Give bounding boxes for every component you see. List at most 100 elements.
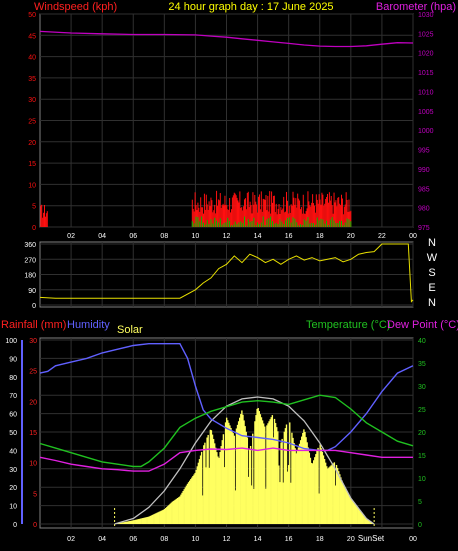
time-tick-label: 08 [160,233,168,240]
time-tick-label: 00 [409,233,417,240]
temperature-tick-label: 20 [418,430,426,437]
chart-title: 24 hour graph day : 17 June 2025 [168,1,333,13]
rainfall-tick-label: 0 [33,522,37,529]
temperature-tick-label: 25 [418,407,426,414]
barometer-tick-label: 1005 [418,109,434,116]
compass-label: S [428,267,435,279]
time-tick-label: 12 [223,536,231,543]
time-tick-label: 16 [285,536,293,543]
temperature-line [39,394,414,468]
windspeed-tick-label: 45 [28,33,36,40]
barometer-tick-label: 990 [418,167,430,174]
compass-label: N [428,297,436,309]
time-tick-label: 20 [347,536,355,543]
time-tick-label: 02 [67,536,75,543]
panel-grid [40,242,414,307]
barometer-tick-label: 1030 [418,12,434,19]
time-tick-label: 06 [129,536,137,543]
humidity-tick-label: 30 [9,467,17,474]
windspeed-tick-label: 0 [32,225,36,232]
time-tick-label: 18 [316,536,324,543]
barometer-tick-label: 980 [418,206,430,213]
windspeed-tick-label: 40 [28,55,36,62]
time-tick-label: 16 [285,233,293,240]
barometer-axis-ticks: 975 980 985 990 995 1000 1005 1010 1015 1020 1025 1… [418,12,434,232]
windspeed-tick-label: 20 [28,140,36,147]
humidity-tick-label: 90 [9,356,17,363]
time-tick-label: 22 [378,233,386,240]
windspeed-axis-title: Windspeed (kph) [34,1,117,13]
barometer-line [39,30,414,48]
rainfall-axis-ticks: 0 5 10 15 20 25 30 [29,338,37,529]
temperature-tick-label: 15 [418,453,426,460]
dewpoint-axis-title: Dew Point (°C) [387,319,458,331]
humidity-line [39,343,414,452]
direction-tick-label: 90 [28,288,36,295]
windspeed-tick-label: 5 [32,204,36,211]
time-axis-ticks: 02 04 06 08 10 12 14 16 18 20 00 [67,536,417,543]
humidity-tick-label: 50 [9,430,17,437]
humidity-tick-label: 0 [13,522,17,529]
rainfall-tick-label: 30 [29,338,37,345]
time-tick-label: 14 [254,536,262,543]
climate-panel: 0 10 20 30 40 50 60 70 80 90 100 0 5 10 15 20 25 30 0 5 10… [5,337,426,543]
windspeed-tick-label: 35 [28,76,36,83]
time-tick-label: 04 [98,233,106,240]
time-tick-label: 04 [98,536,106,543]
compass-label: E [428,282,435,294]
time-tick-label: 18 [316,233,324,240]
barometer-tick-label: 985 [418,186,430,193]
dew-point-line [39,447,413,472]
windspeed-tick-label: 50 [28,12,36,19]
time-tick-label: 00 [409,536,417,543]
barometer-tick-label: 1000 [418,128,434,135]
barometer-axis-title: Barometer (hpa) [376,1,456,13]
time-axis-ticks: 02 04 06 08 10 12 14 16 18 20 22 00 [67,233,417,240]
temperature-axis-ticks: 0 5 10 15 20 25 30 35 40 [418,338,426,529]
time-tick-label: 06 [129,233,137,240]
temperature-axis-title: Temperature (°C) [306,319,390,331]
humidity-axis-title: Humidity [67,319,110,331]
time-tick-label: 08 [160,536,168,543]
temperature-tick-label: 5 [418,499,422,506]
barometer-tick-label: 995 [418,148,430,155]
time-tick-label: 02 [67,233,75,240]
barometer-tick-label: 1010 [418,89,434,96]
windspeed-tick-label: 30 [28,97,36,104]
time-tick-label: 12 [223,233,231,240]
humidity-tick-label: 60 [9,412,17,419]
time-tick-label: 20 [347,233,355,240]
rainfall-tick-label: 10 [29,461,37,468]
compass-label: N [428,237,436,249]
direction-tick-label: 270 [24,257,36,264]
barometer-tick-label: 975 [418,225,430,232]
rainfall-tick-label: 5 [33,491,37,498]
wind-direction-line [39,243,414,303]
rainfall-tick-label: 20 [29,399,37,406]
direction-tick-label: 0 [32,303,36,310]
barometer-tick-label: 1015 [418,70,434,77]
windspeed-tick-label: 15 [28,161,36,168]
time-tick-label: 14 [254,233,262,240]
windspeed-tick-label: 10 [28,182,36,189]
direction-axis-ticks: 0 90 180 270 360 [24,242,36,310]
time-tick-label: 10 [192,233,200,240]
solar-max-curve [114,396,375,525]
barometer-tick-label: 1020 [418,51,434,58]
solar-legend: Solar [117,324,143,336]
barometer-tick-label: 1025 [418,31,434,38]
rainfall-axis-title: Rainfall (mm) [1,319,66,331]
humidity-tick-label: 10 [9,504,17,511]
sunset-marker-label: SunSet [358,534,385,543]
temperature-tick-label: 35 [418,361,426,368]
temperature-tick-label: 40 [418,338,426,345]
humidity-tick-label: 40 [9,448,17,455]
temperature-tick-label: 10 [418,476,426,483]
direction-tick-label: 360 [24,242,36,249]
humidity-tick-label: 20 [9,485,17,492]
humidity-tick-label: 100 [5,338,17,345]
